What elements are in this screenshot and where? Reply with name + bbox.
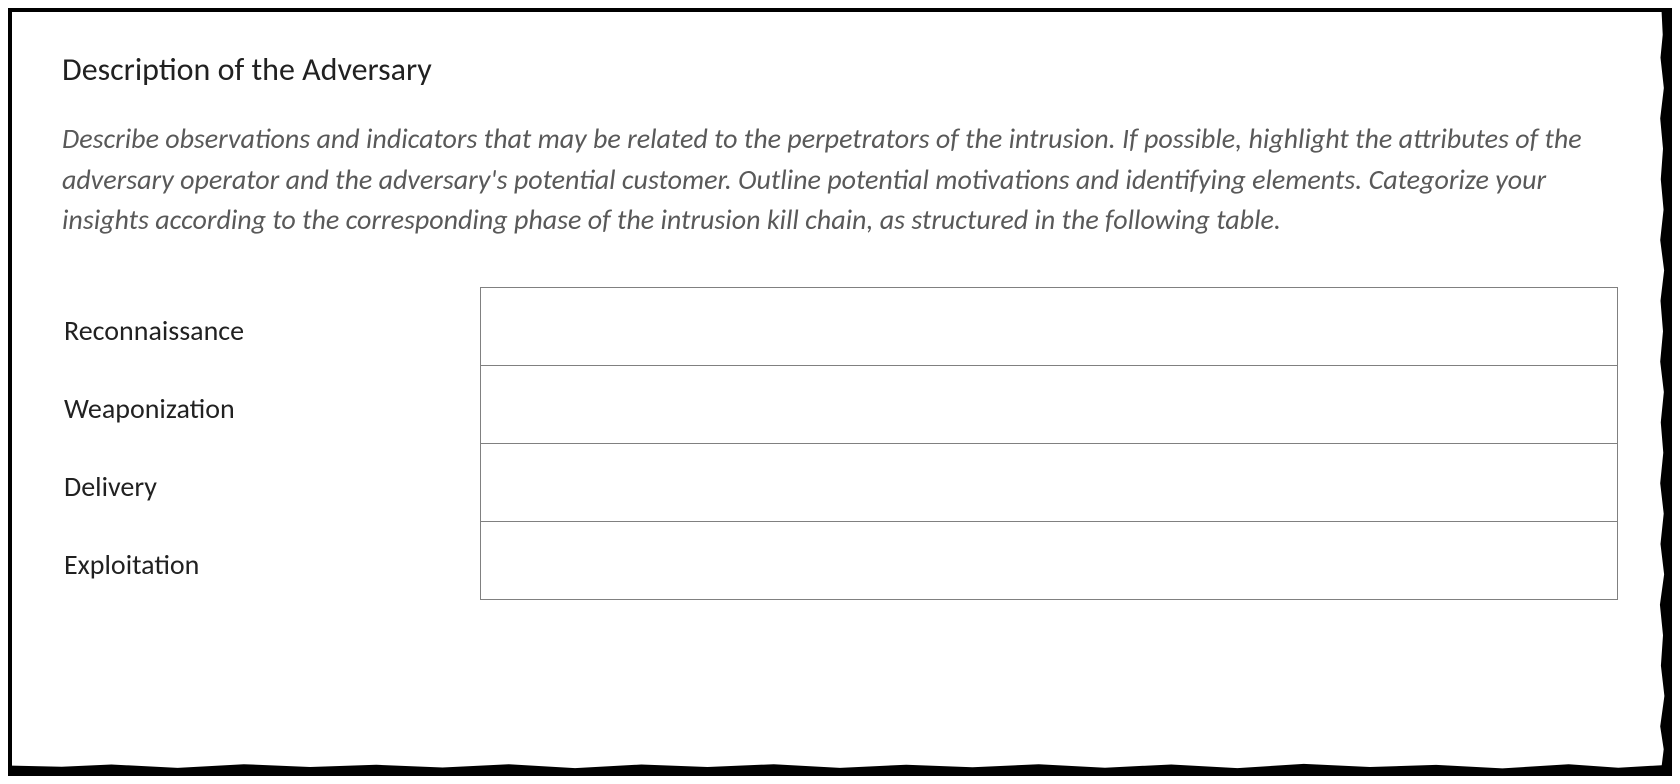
document-frame: Description of the Adversary Describe ob…: [8, 8, 1672, 776]
table-row: Exploitation: [62, 521, 1618, 599]
torn-edge-decoration: [1656, 12, 1670, 772]
row-input-reconnaissance[interactable]: [480, 287, 1618, 365]
row-label-weaponization: Weaponization: [62, 365, 480, 443]
table-row: Weaponization: [62, 365, 1618, 443]
row-input-weaponization[interactable]: [480, 365, 1618, 443]
table-row: Reconnaissance: [62, 287, 1618, 365]
kill-chain-table: Reconnaissance Weaponization Delivery Ex…: [62, 287, 1618, 600]
section-description: Describe observations and indicators tha…: [62, 119, 1618, 241]
table-row: Delivery: [62, 443, 1618, 521]
torn-edge-decoration: [12, 760, 1668, 774]
section-title: Description of the Adversary: [62, 50, 1618, 89]
row-input-exploitation[interactable]: [480, 521, 1618, 599]
row-label-delivery: Delivery: [62, 443, 480, 521]
row-label-reconnaissance: Reconnaissance: [62, 287, 480, 365]
row-input-delivery[interactable]: [480, 443, 1618, 521]
row-label-exploitation: Exploitation: [62, 521, 480, 599]
